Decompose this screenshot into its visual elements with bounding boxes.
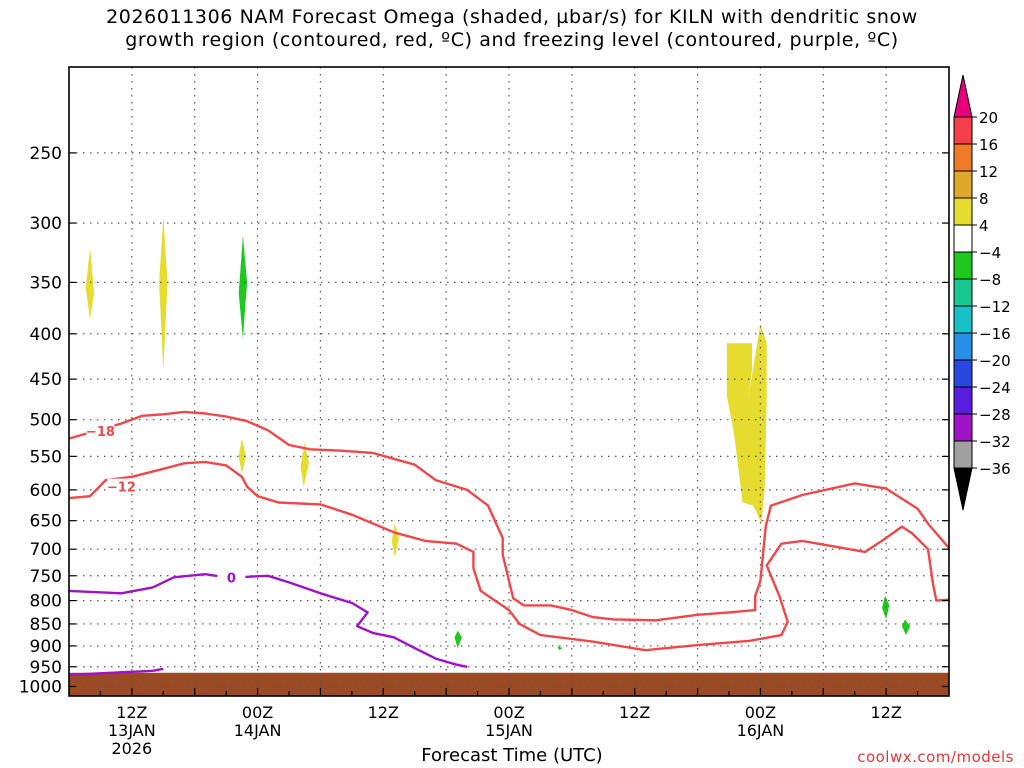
contour-label: −12: [107, 481, 136, 496]
colorbar-segment: [953, 386, 973, 415]
grid-lines: [69, 67, 949, 696]
y-tick-label: 750: [30, 567, 62, 587]
colorbar-label: −12: [979, 298, 1011, 316]
x-tick-label: 00Z: [493, 703, 524, 722]
colorbar-label: −20: [979, 352, 1011, 370]
y-axis: 2503003504004505005506006507007508008509…: [19, 144, 949, 697]
y-tick-label: 700: [30, 540, 62, 560]
contour-line: [68, 410, 950, 622]
omega-region: [85, 247, 95, 320]
contour-line: [68, 667, 164, 676]
omega-region: [238, 235, 248, 339]
colorbar-segment: [953, 251, 973, 280]
colorbar-label: −8: [979, 271, 1001, 289]
omega-region: [557, 645, 563, 651]
y-tick-label: 800: [30, 592, 62, 612]
colorbar-label: 20: [979, 109, 998, 127]
colorbar-label: 12: [979, 163, 998, 181]
colorbar-top-arrow: [953, 74, 973, 118]
colorbar-label: −32: [979, 433, 1011, 451]
colorbar-label: −4: [979, 244, 1001, 262]
x-tick-label: 00Z: [242, 703, 273, 722]
x-tick-date: 15JAN: [485, 721, 533, 740]
x-tick-date: 16JAN: [737, 721, 785, 740]
colorbar-segment: [953, 116, 973, 145]
x-tick-date: 13JAN: [108, 721, 156, 740]
colorbar-segment: [953, 170, 973, 199]
y-tick-label: 400: [30, 325, 62, 345]
colorbar-label: 16: [979, 136, 998, 154]
y-tick-label: 500: [30, 411, 62, 431]
x-tick-label: 00Z: [745, 703, 776, 722]
contour-labels: −18 −12 0: [86, 423, 246, 586]
x-tick-date: 14JAN: [234, 721, 282, 740]
omega-region: [238, 438, 246, 474]
colorbar-segment: [953, 143, 973, 172]
y-tick-label: 900: [30, 637, 62, 657]
colorbar-label: −16: [979, 325, 1011, 343]
x-tick-year: 2026: [111, 739, 152, 758]
omega-region: [391, 523, 399, 558]
title-line-1: 2026011306 NAM Forecast Omega (shaded, µ…: [106, 6, 918, 28]
colorbar-label: 8: [979, 190, 989, 208]
colorbar-segment: [953, 305, 973, 334]
contour-label: 0: [227, 571, 236, 586]
y-tick-label: 250: [30, 144, 62, 164]
colorbar-segment: [953, 440, 973, 469]
contour-label-bg: [217, 569, 246, 584]
y-tick-label: 550: [30, 447, 62, 467]
colorbar-label: 4: [979, 217, 989, 235]
chart-title: 2026011306 NAM Forecast Omega (shaded, µ…: [0, 6, 1024, 52]
x-tick-label: 12Z: [368, 703, 399, 722]
y-tick-label: 650: [30, 512, 62, 532]
y-tick-label: 850: [30, 615, 62, 635]
contour-label: −18: [86, 425, 115, 440]
colorbar-label: −36: [979, 460, 1011, 478]
omega-region: [454, 630, 462, 649]
x-axis-title: Forecast Time (UTC): [421, 745, 603, 766]
omega-region: [300, 442, 309, 487]
x-tick-label: 12Z: [870, 703, 901, 722]
y-tick-label: 300: [30, 214, 62, 234]
omega-region: [726, 324, 767, 524]
contour-label-bg: [86, 423, 115, 438]
x-tick-label: 12Z: [116, 703, 147, 722]
contour-label-bg: [107, 478, 136, 493]
colorbar-segment: [953, 278, 973, 307]
omega-region: [901, 619, 911, 636]
colorbar-segment: [953, 197, 973, 226]
contour-line: [68, 573, 468, 668]
y-tick-label: 950: [30, 658, 62, 678]
y-tick-label: 450: [30, 370, 62, 390]
x-tick-label: 12Z: [619, 703, 650, 722]
colorbar-segment: [953, 413, 973, 442]
omega-shading: [85, 216, 911, 651]
colorbar: 20 16 12 8 4 −4 −8 −12 −16 −20 −24 −28 −32 −36: [953, 74, 1011, 511]
colorbar-segment: [953, 332, 973, 361]
contour-line: [68, 460, 950, 652]
y-tick-label: 1000: [19, 677, 62, 697]
contour-lines: [68, 410, 950, 676]
y-tick-label: 600: [30, 481, 62, 501]
colorbar-segment: [953, 359, 973, 388]
omega-region: [159, 216, 168, 371]
plot-frame: [68, 66, 950, 697]
colorbar-bottom-arrow: [953, 467, 973, 511]
watermark-link[interactable]: coolwx.com/models: [857, 748, 1014, 766]
colorbar-segment: [953, 224, 973, 253]
colorbar-label: −24: [979, 379, 1011, 397]
omega-region: [882, 595, 890, 620]
colorbar-label: −28: [979, 406, 1011, 424]
title-line-2: growth region (contoured, red, ºC) and f…: [125, 29, 899, 51]
y-tick-label: 350: [30, 273, 62, 293]
